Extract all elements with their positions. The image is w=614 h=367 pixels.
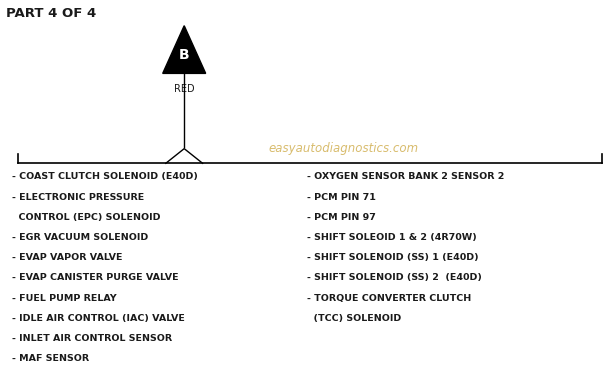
Text: (TCC) SOLENOID: (TCC) SOLENOID <box>307 314 402 323</box>
Text: - FUEL PUMP RELAY: - FUEL PUMP RELAY <box>12 294 117 303</box>
Text: - EVAP CANISTER PURGE VALVE: - EVAP CANISTER PURGE VALVE <box>12 273 179 283</box>
Text: - OXYGEN SENSOR BANK 2 SENSOR 2: - OXYGEN SENSOR BANK 2 SENSOR 2 <box>307 172 504 182</box>
Text: - SHIFT SOLENOID (SS) 2  (E40D): - SHIFT SOLENOID (SS) 2 (E40D) <box>307 273 482 283</box>
Polygon shape <box>163 26 206 73</box>
Text: - EGR VACUUM SOLENOID: - EGR VACUUM SOLENOID <box>12 233 149 242</box>
Text: - PCM PIN 71: - PCM PIN 71 <box>307 193 376 202</box>
Text: CONTROL (EPC) SOLENOID: CONTROL (EPC) SOLENOID <box>12 213 161 222</box>
Text: - TORQUE CONVERTER CLUTCH: - TORQUE CONVERTER CLUTCH <box>307 294 472 303</box>
Text: - SHIFT SOLEOID 1 & 2 (4R70W): - SHIFT SOLEOID 1 & 2 (4R70W) <box>307 233 476 242</box>
Text: - ELECTRONIC PRESSURE: - ELECTRONIC PRESSURE <box>12 193 144 202</box>
Text: PART 4 OF 4: PART 4 OF 4 <box>6 7 96 20</box>
Text: B: B <box>179 48 190 62</box>
Text: - SHIFT SOLENOID (SS) 1 (E40D): - SHIFT SOLENOID (SS) 1 (E40D) <box>307 253 479 262</box>
Text: - PCM PIN 97: - PCM PIN 97 <box>307 213 376 222</box>
Text: RED: RED <box>174 84 195 94</box>
Text: - EVAP VAPOR VALVE: - EVAP VAPOR VALVE <box>12 253 123 262</box>
Text: - INLET AIR CONTROL SENSOR: - INLET AIR CONTROL SENSOR <box>12 334 173 343</box>
Text: - COAST CLUTCH SOLENOID (E40D): - COAST CLUTCH SOLENOID (E40D) <box>12 172 198 182</box>
Text: - IDLE AIR CONTROL (IAC) VALVE: - IDLE AIR CONTROL (IAC) VALVE <box>12 314 185 323</box>
Text: easyautodiagnostics.com: easyautodiagnostics.com <box>269 142 419 155</box>
Text: - MAF SENSOR: - MAF SENSOR <box>12 354 90 363</box>
